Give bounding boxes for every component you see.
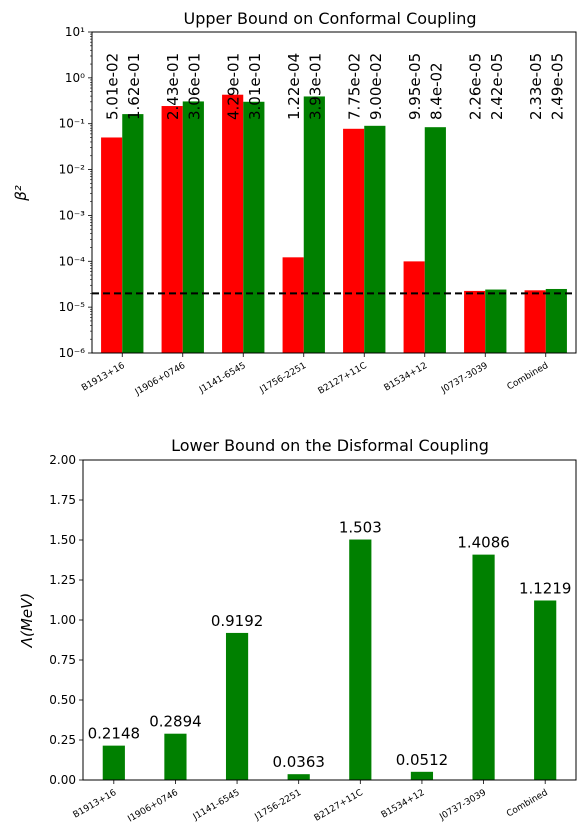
chart-2-y-tick-label: 1.25: [49, 573, 76, 587]
chart-2-bar: [225, 632, 249, 780]
chart-1-bar: [403, 261, 425, 353]
chart-2-x-tick-label: J1141-6545: [191, 788, 242, 823]
chart-1-x-tick-label: Combined: [506, 361, 551, 393]
chart-2-bar-value-label: 1.1219: [519, 579, 572, 597]
chart-2-bar: [164, 733, 187, 780]
chart-1-bar-value-label: 3.93e-01: [306, 53, 324, 120]
chart-2-y-axis-label: Λ(MeV): [18, 593, 36, 648]
chart-2-bar: [287, 774, 310, 780]
chart-1-bar-value-label: 5.01e-02: [104, 53, 122, 120]
chart-1-y-tick-label: 10⁰: [65, 71, 85, 85]
chart-1-bar: [282, 257, 304, 353]
chart-1-y-tick-label: 10⁻⁴: [59, 254, 86, 268]
chart-2-bar-value-label: 0.9192: [211, 612, 264, 630]
chart-1-x-tick-label: B1534+12: [383, 361, 430, 394]
chart-1-bar: [101, 137, 123, 353]
chart-1-y-tick-label: 10⁻⁶: [59, 346, 86, 360]
chart-1-bar: [524, 290, 546, 353]
chart-2-bar-value-label: 1.503: [339, 519, 382, 537]
chart-1-x-tick-label: B1913+16: [80, 361, 127, 394]
chart-1-bar: [424, 127, 446, 354]
chart-2-bar-labels: 0.2148 0.2894 0.9192 0.0363 1.503 0.0512 1.408…: [88, 519, 572, 772]
chart-1-bar-value-label: 9.00e-02: [367, 53, 385, 120]
chart-1-bar-labels: 5.01e-02 2.43e-01 4.29e-01 1.22e-04 7.75e-02…: [104, 53, 567, 120]
chart-1-bar-value-label: 3.06e-01: [185, 53, 203, 120]
chart-1-bar: [545, 288, 567, 353]
chart-1-bar-value-label: 4.29e-01: [225, 53, 243, 120]
chart-2-bar-value-label: 0.0363: [272, 753, 325, 771]
chart-1-bar-value-label: 3.01e-01: [246, 53, 264, 120]
chart-2-y-tick-label: 1.75: [49, 493, 76, 507]
chart-1-y-axis-label: β²: [12, 185, 30, 202]
chart-2-bar: [102, 745, 125, 780]
chart-2-y-tick-label: 0.75: [49, 653, 76, 667]
chart-1-bar-value-label: 2.42e-05: [488, 53, 506, 120]
chart-1-x-tick-label: J1141-6545: [197, 361, 248, 396]
chart-1-bar: [161, 106, 183, 353]
chart-1-bar-value-label: 2.26e-05: [467, 53, 485, 120]
chart-1-bar: [343, 128, 365, 353]
chart-1-y-tick-label: 10⁻²: [59, 163, 86, 177]
chart-2-y-tick-label: 0.00: [49, 773, 76, 787]
chart-2-bar: [349, 539, 372, 780]
chart-1-bar-value-label: 2.43e-01: [164, 53, 182, 120]
disformal-coupling-chart: Lower Bound on the Disformal Coupling Λ(…: [18, 436, 577, 825]
chart-1-bar-value-label: 1.22e-04: [285, 53, 303, 120]
chart-2-x-tick-label: Combined: [505, 788, 550, 820]
chart-2-y-tick-label: 2.00: [49, 453, 76, 467]
chart-2-bars: [102, 539, 557, 780]
chart-1-y-tick-label: 10⁻³: [59, 208, 86, 222]
chart-2-x-tick-label: I1906+0746: [126, 788, 180, 825]
chart-1-x-tick-label: J1906+0746: [133, 361, 188, 398]
chart-1-bar-value-label: 2.33e-05: [527, 53, 545, 120]
chart-2-y-tick-label: 0.25: [49, 733, 76, 747]
conformal-coupling-chart: Upper Bound on Conformal Coupling β² 5.0…: [12, 9, 577, 398]
chart-1-bar-value-label: 8.4e-02: [427, 62, 445, 120]
chart-2-y-tick-label: 1.50: [49, 533, 76, 547]
chart-2-bar: [410, 771, 434, 780]
chart-1-bar-value-label: 1.62e-01: [125, 53, 143, 120]
chart-1-bar-value-label: 7.75e-02: [346, 53, 364, 120]
chart-1-y-ticks: 10⁻⁶ 10⁻⁵ 10⁻⁴ 10⁻³ 10⁻² 10⁻¹ 10⁰ 10¹: [59, 25, 92, 360]
chart-1-bars: [101, 94, 567, 354]
chart-1-y-tick-label: 10⁻⁵: [59, 300, 86, 314]
chart-2-x-tick-label: B1534+12: [380, 788, 427, 821]
chart-2-title: Lower Bound on the Disformal Coupling: [171, 436, 489, 455]
chart-1-x-tick-label: J0737-3039: [439, 361, 490, 396]
chart-1-title: Upper Bound on Conformal Coupling: [183, 9, 476, 28]
chart-2-x-tick-label: J1756-2251: [253, 788, 304, 823]
chart-2-bar-value-label: 0.0512: [396, 751, 449, 769]
chart-2-frame: [82, 459, 577, 781]
chart-1-bar: [303, 96, 325, 353]
chart-2-y-tick-label: 1.00: [49, 613, 76, 627]
chart-1-y-tick-label: 10¹: [65, 25, 85, 39]
chart-2-bar-value-label: 0.2894: [149, 713, 202, 731]
chart-2-bar-value-label: 0.2148: [88, 725, 141, 743]
chart-2-y-ticks: 0.00 0.25 0.50 0.75 1.00 1.25 1.50 1.75 2.00: [49, 453, 83, 787]
chart-1-y-tick-label: 10⁻¹: [59, 117, 86, 131]
chart-1-x-tick-label: B2127+11C: [317, 361, 369, 397]
chart-2-x-tick-label: B2127+11C: [313, 788, 365, 824]
chart-2-x-tick-label: B1913+16: [72, 788, 119, 821]
chart-1-bar: [122, 114, 144, 353]
chart-1-bar: [364, 125, 386, 353]
chart-1-bar: [243, 101, 265, 354]
chart-2-x-ticks: B1913+16 I1906+0746 J1141-6545 J1756-2251 B2…: [72, 780, 550, 825]
chart-2-bar-value-label: 1.4086: [457, 534, 510, 552]
chart-1-bar: [485, 289, 507, 353]
chart-1-bar: [222, 94, 244, 353]
chart-2-x-tick-label: J0737-3039: [437, 788, 488, 823]
chart-2-bar: [472, 554, 495, 780]
chart-1-frame: [91, 31, 577, 354]
chart-1-x-ticks: B1913+16 J1906+0746 J1141-6545 J1756-2251 B2…: [80, 353, 550, 398]
chart-1-bar-value-label: 2.49e-05: [548, 53, 566, 120]
chart-2-bar: [534, 600, 557, 780]
chart-2-y-tick-label: 0.50: [49, 693, 76, 707]
chart-1-bar: [182, 101, 204, 353]
chart-1-bar-value-label: 9.95e-05: [406, 53, 424, 120]
chart-1-x-tick-label: J1756-2251: [258, 361, 309, 396]
chart-1-bar: [464, 290, 486, 353]
